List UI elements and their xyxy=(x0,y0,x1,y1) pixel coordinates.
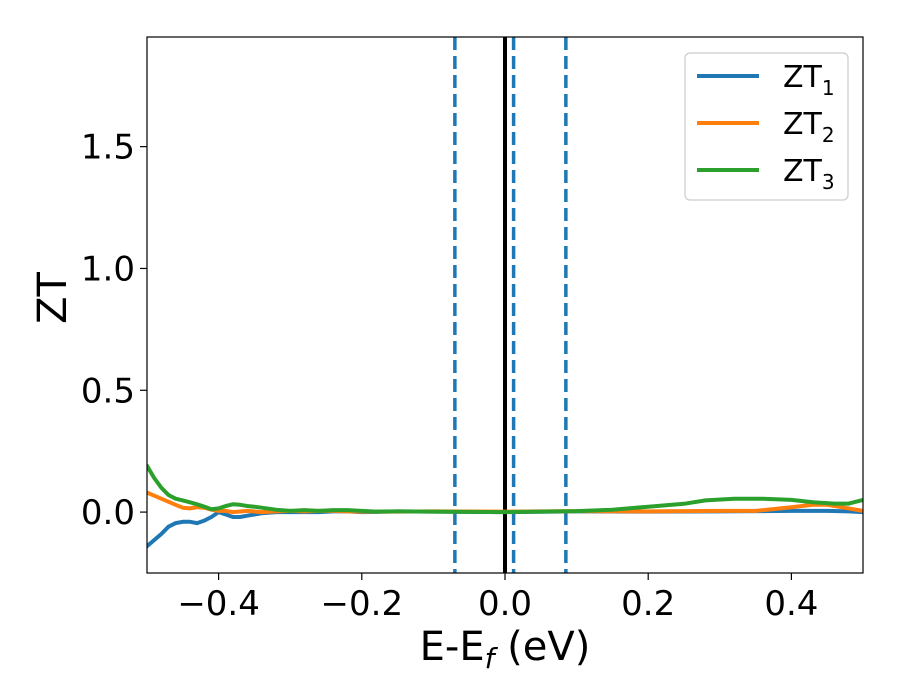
x-axis-label-unit: (eV) xyxy=(494,624,590,670)
plot-area xyxy=(147,37,863,573)
x-tick-label: 0.2 xyxy=(621,584,675,624)
x-tick-label: 0.0 xyxy=(478,584,532,624)
axis-ticks: −0.4 −0.2 0.0 0.2 0.4 0.0 0.5 1.0 1.5 xyxy=(81,128,819,624)
legend-box xyxy=(684,52,849,201)
legend: ZT1 ZT2 ZT3 xyxy=(684,52,849,201)
x-tick-label: −0.4 xyxy=(177,584,260,624)
y-tick-label: 1.5 xyxy=(81,128,135,168)
y-tick-label: 0.5 xyxy=(81,371,135,411)
legend-label-zt1: ZT1 xyxy=(783,60,835,100)
plot-layer xyxy=(147,37,863,573)
x-axis-label: E-Ef (eV) xyxy=(420,624,591,675)
x-tick-label: −0.2 xyxy=(321,584,404,624)
x-tick-label: 0.4 xyxy=(764,584,818,624)
legend-label-zt2: ZT2 xyxy=(783,107,835,147)
y-axis-label: ZT xyxy=(30,272,76,324)
y-tick-label: 1.0 xyxy=(81,249,135,289)
legend-label-zt3: ZT3 xyxy=(783,154,835,194)
series-line-zt3 xyxy=(147,463,863,515)
y-tick-label: 0.0 xyxy=(81,493,135,533)
